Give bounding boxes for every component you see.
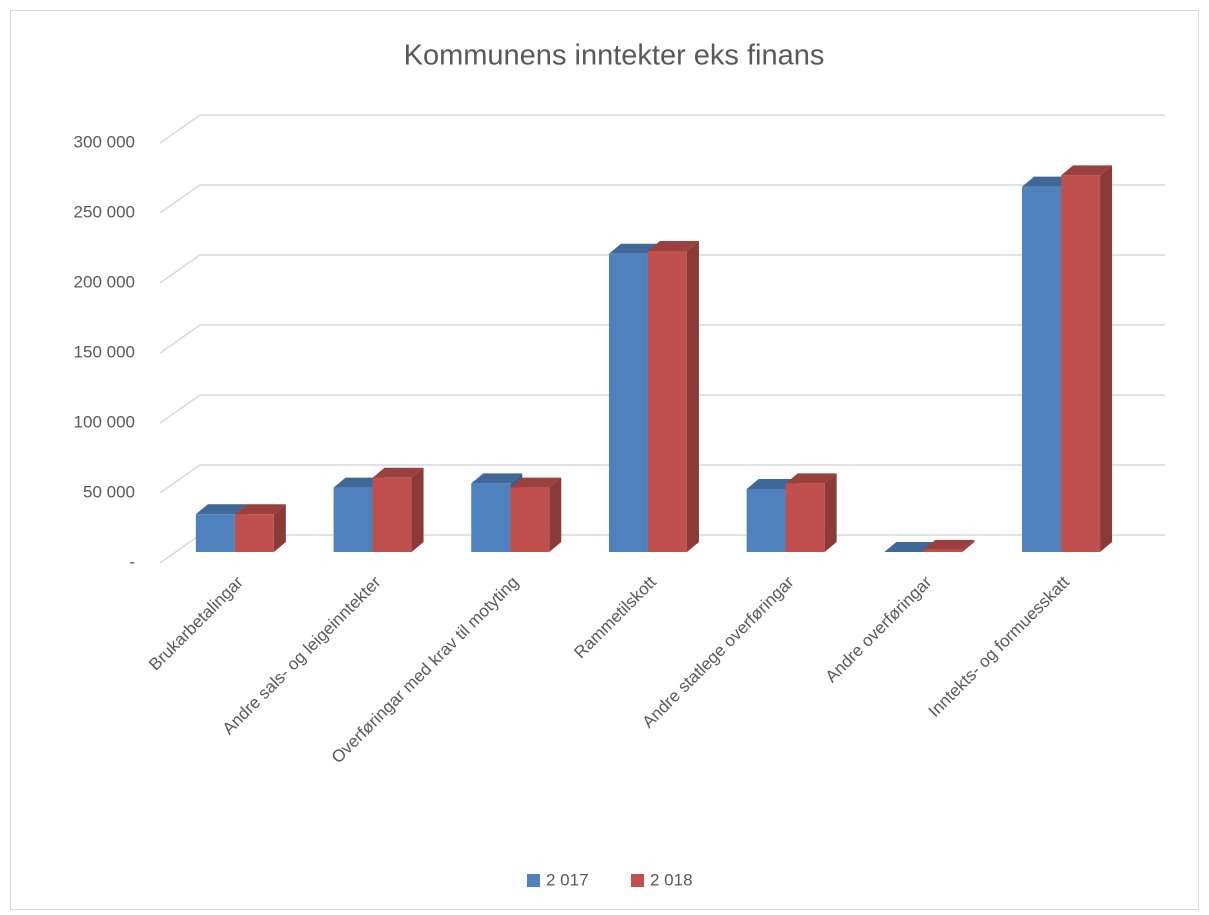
bar (195, 514, 235, 552)
bar-3d (1061, 165, 1113, 552)
y-tick-label: 200 000 (74, 272, 135, 291)
legend-label: 2 018 (650, 870, 693, 889)
bar-top (234, 504, 286, 515)
bar-top (471, 473, 523, 484)
bar-top (608, 243, 660, 254)
grid-line (159, 114, 1165, 144)
bar-side (824, 473, 837, 552)
bar (510, 487, 550, 552)
bar-side (549, 477, 562, 552)
bar-3d (510, 477, 562, 552)
bar-top (1022, 176, 1074, 187)
bar-top (333, 477, 385, 488)
bar-top (884, 542, 936, 552)
bar (1022, 186, 1062, 552)
bar-3d (884, 542, 936, 552)
bar (746, 489, 786, 552)
bar-side (1100, 165, 1113, 552)
bar-top (746, 479, 798, 489)
bar-top (1061, 165, 1113, 176)
bar-3d (372, 467, 424, 552)
y-tick-label: 50 000 (83, 482, 135, 501)
bar-top (647, 241, 699, 251)
y-tick-label: 300 000 (74, 132, 135, 151)
y-tick-label: 150 000 (74, 342, 135, 361)
grid-line (159, 324, 1165, 354)
y-tick-label: 250 000 (74, 202, 135, 221)
bar (333, 487, 373, 552)
bar-top (195, 504, 247, 515)
legend-label: 2 017 (546, 870, 589, 889)
bar-3d (785, 473, 837, 552)
bar (234, 514, 274, 552)
legend-swatch (631, 874, 644, 887)
grid-line (159, 254, 1165, 284)
chart-border (10, 10, 1199, 910)
bar-side (411, 467, 424, 552)
bar-3d (923, 539, 975, 552)
bar-side (962, 539, 975, 552)
bar-top (785, 473, 837, 484)
bar (785, 483, 825, 552)
bar (647, 251, 687, 552)
bar-3d (234, 504, 286, 552)
bar-side (686, 241, 699, 552)
bar-top (923, 539, 975, 550)
grid-line (159, 464, 1165, 494)
y-tick-label: 100 000 (74, 412, 135, 431)
bar-top (510, 477, 562, 488)
y-tick-label: - (129, 552, 135, 571)
bar (608, 253, 648, 553)
legend-swatch (527, 874, 540, 887)
bar (1061, 175, 1101, 552)
grid-line (159, 394, 1165, 424)
bar (923, 549, 963, 552)
bar-3d (647, 241, 699, 552)
bar-side (273, 504, 286, 552)
chart-title: Kommunens inntekter eks finans (404, 40, 825, 72)
bar (471, 483, 511, 552)
bar (372, 477, 412, 552)
bar-top (372, 467, 424, 478)
grid-line (159, 184, 1165, 214)
